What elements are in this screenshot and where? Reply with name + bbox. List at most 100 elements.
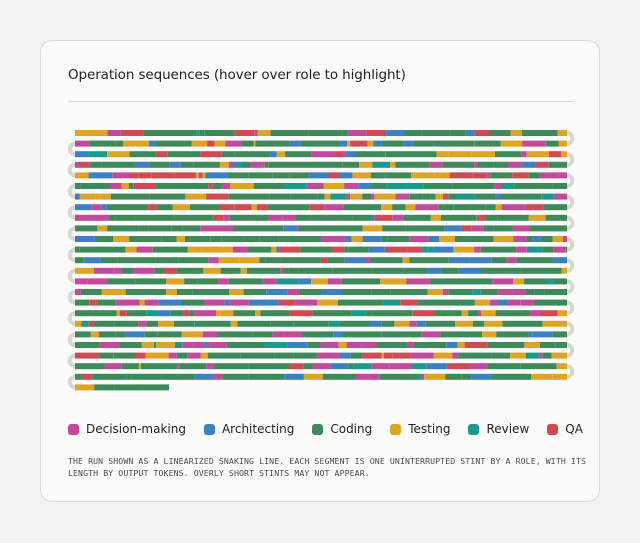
stint-segment	[438, 204, 444, 211]
stint-segment	[355, 151, 386, 158]
snaking-sequence-chart[interactable]	[41, 41, 601, 421]
stint-segment	[348, 246, 369, 253]
stint-segment	[394, 320, 410, 327]
stint-segment	[442, 289, 449, 295]
stint-segment	[538, 352, 543, 359]
stint-segment	[75, 363, 105, 370]
stint-segment	[501, 204, 526, 211]
stint-segment	[194, 373, 213, 380]
stint-segment	[178, 257, 209, 264]
stint-segment	[100, 257, 118, 264]
legend-item-decision-making[interactable]: Decision-making	[68, 422, 186, 436]
stint-segment	[75, 161, 81, 168]
stint-segment	[279, 246, 301, 253]
stint-segment	[221, 151, 235, 158]
stint-segment	[81, 320, 89, 327]
stint-segment	[545, 151, 549, 158]
stint-segment	[491, 257, 507, 264]
stint-segment	[309, 172, 329, 179]
stint-segment	[480, 267, 522, 274]
stint-segment	[271, 246, 277, 253]
stint-segment	[166, 278, 185, 285]
stint-segment	[291, 161, 333, 168]
stint-segment	[125, 289, 167, 295]
stint-segment	[390, 161, 396, 168]
stint-segment	[495, 204, 502, 211]
stint-segment	[185, 130, 197, 136]
row-connector	[67, 290, 76, 305]
stint-segment	[339, 352, 351, 359]
stint-segment	[204, 130, 235, 136]
stint-segment	[330, 363, 349, 370]
stint-segment	[458, 352, 492, 359]
stint-segment	[101, 204, 107, 211]
stint-segment	[555, 320, 567, 327]
stint-segment	[126, 310, 147, 317]
stint-segment	[252, 331, 273, 338]
stint-segment	[524, 342, 540, 348]
stint-segment	[447, 204, 454, 211]
stint-segment	[440, 214, 477, 221]
legend-item-architecting[interactable]: Architecting	[203, 422, 294, 436]
stint-segment	[207, 140, 215, 147]
stint-segment	[232, 246, 248, 253]
stint-segment	[138, 363, 141, 370]
stint-segment	[552, 257, 567, 264]
stint-segment	[407, 246, 423, 253]
stint-segment	[522, 140, 546, 147]
stint-segment	[187, 352, 201, 359]
stint-segment	[342, 161, 360, 168]
stint-segment	[193, 246, 201, 253]
stint-segment	[75, 331, 83, 338]
stint-segment	[228, 193, 270, 200]
row-connector	[566, 321, 575, 337]
stint-segment	[131, 373, 162, 380]
stint-segment	[253, 183, 284, 189]
stint-segment	[372, 267, 404, 274]
stint-segment	[557, 130, 567, 136]
stint-segment	[428, 246, 434, 253]
stint-segment	[75, 342, 100, 348]
legend-item-coding[interactable]: Coding	[312, 422, 372, 436]
stint-segment	[208, 257, 219, 264]
stint-segment	[435, 214, 441, 221]
stint-segment	[185, 236, 191, 242]
stint-segment	[371, 289, 391, 295]
stint-segment	[225, 140, 243, 147]
stint-segment	[218, 257, 240, 264]
stint-segment	[206, 342, 211, 348]
stint-segment	[386, 130, 405, 136]
legend-item-qa[interactable]: QA	[547, 422, 583, 436]
stint-segment	[474, 299, 490, 306]
stint-segment	[472, 172, 487, 179]
panel-title: Operation sequences (hover over role to …	[68, 67, 406, 83]
stint-segment	[528, 214, 546, 221]
stint-segment	[413, 140, 434, 147]
stint-segment	[212, 373, 223, 380]
stint-segment	[301, 331, 334, 338]
row-connector	[67, 268, 76, 284]
decision-making-swatch	[68, 423, 79, 435]
stint-segment	[234, 151, 241, 158]
stint-segment	[88, 172, 113, 179]
stint-segment	[521, 161, 536, 168]
stint-segment	[540, 236, 553, 242]
stint-segment	[230, 183, 254, 189]
stint-segment	[448, 289, 473, 295]
stint-segment	[154, 342, 157, 348]
legend-item-review[interactable]: Review	[468, 422, 529, 436]
stint-segment	[317, 299, 338, 306]
stint-segment	[337, 299, 359, 306]
stint-segment	[134, 352, 146, 359]
legend-item-testing[interactable]: Testing	[390, 422, 450, 436]
stint-segment	[528, 331, 533, 338]
stint-segment	[94, 236, 114, 242]
stint-segment	[75, 130, 84, 136]
stint-segment	[477, 161, 494, 168]
stint-segment	[182, 342, 194, 348]
stint-segment	[175, 183, 209, 189]
stint-segment	[255, 140, 289, 147]
stint-segment	[80, 289, 102, 295]
stint-segment	[497, 214, 529, 221]
stint-segment	[75, 310, 117, 317]
